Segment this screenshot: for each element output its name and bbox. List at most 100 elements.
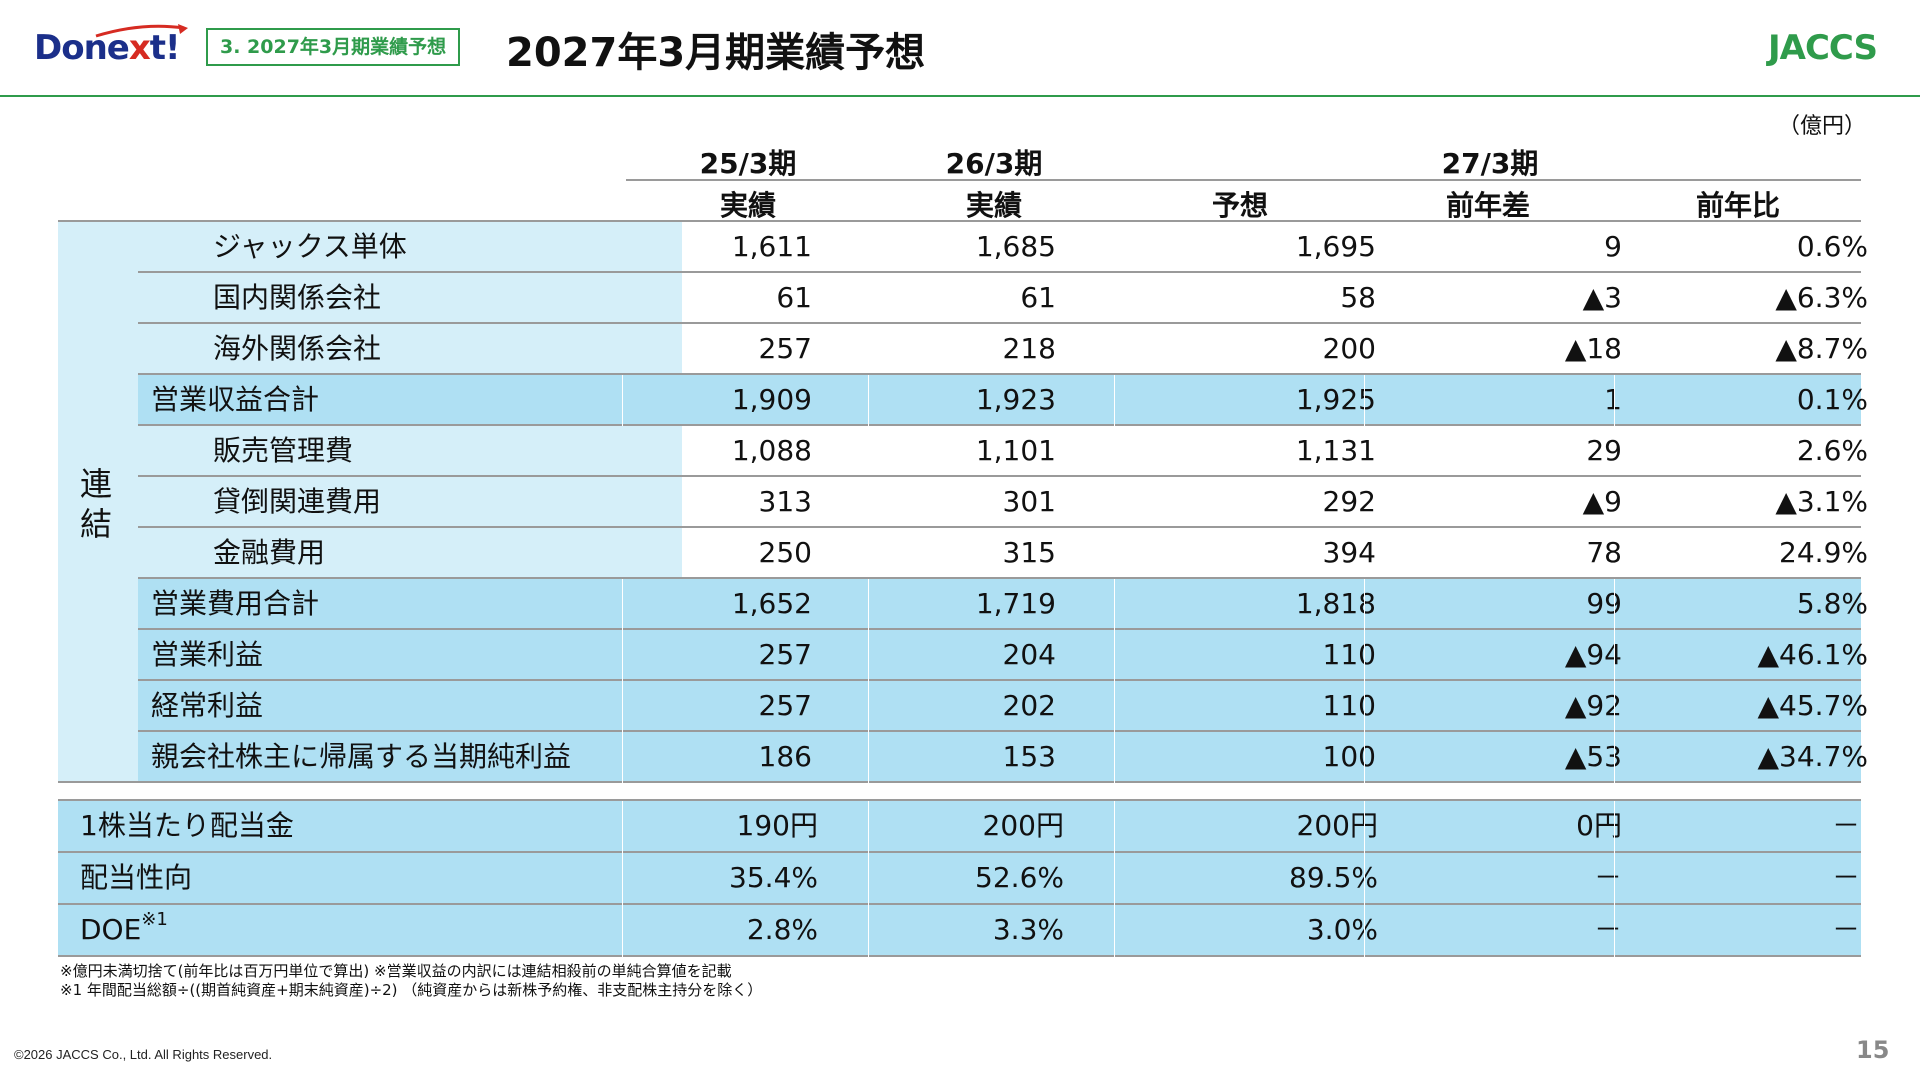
value-2603: 202 <box>1002 689 1056 722</box>
table-row: 金融費用 250 315 394 78 24.9% <box>58 528 1868 579</box>
row-label: ジャックス単体 <box>213 230 407 263</box>
value-2603: 52.6% <box>975 861 1064 894</box>
value-yoy-ratio: － <box>1831 913 1860 946</box>
logo-text: Donext! <box>34 28 181 68</box>
header-rule-bottom <box>58 220 1861 222</box>
value-2603: 315 <box>1002 536 1056 569</box>
table-row-subtotal: 営業費用合計 1,652 1,719 1,818 99 5.8% <box>58 579 1868 630</box>
value-yoy-ratio: － <box>1831 809 1860 842</box>
consolidated-label-char: 連 <box>79 465 112 503</box>
col-sub-actual-2603: 実績 <box>965 189 1022 222</box>
row-label: 親会社株主に帰属する当期純利益 <box>151 740 572 773</box>
value-yoy-ratio: ▲3.1% <box>1775 485 1868 518</box>
table-row: 1株当たり配当金 190円 200円 200円 0円 － <box>58 801 1861 853</box>
value-yoy-diff: ▲18 <box>1564 332 1622 365</box>
value-forecast: 3.0% <box>1306 913 1378 946</box>
value-yoy-diff: ▲92 <box>1564 689 1622 722</box>
value-yoy-ratio: 5.8% <box>1796 587 1868 620</box>
row-label: 海外関係会社 <box>213 332 382 365</box>
row-label: 貸倒関連費用 <box>213 485 382 518</box>
value-forecast: 58 <box>1340 281 1376 314</box>
value-yoy-ratio: － <box>1831 861 1860 894</box>
value-yoy-ratio: 0.6% <box>1796 230 1868 263</box>
value-2503: 1,088 <box>731 434 812 467</box>
value-2603: 301 <box>1002 485 1056 518</box>
table-row-subtotal: 経常利益 257 202 110 ▲92 ▲45.7% <box>58 681 1868 732</box>
footnote-2: ※1 年間配当総額÷((期首純資産+期末純資産)÷2) （純資産からは新株予約権… <box>60 981 763 999</box>
value-forecast: 394 <box>1322 536 1376 569</box>
consolidated-label-char: 結 <box>79 505 112 543</box>
value-forecast: 1,818 <box>1295 587 1376 620</box>
value-2603: 1,685 <box>975 230 1056 263</box>
table-row-subtotal: 営業利益 257 204 110 ▲94 ▲46.1% <box>58 630 1868 681</box>
value-2503: 35.4% <box>729 861 818 894</box>
value-yoy-ratio: ▲45.7% <box>1757 689 1868 722</box>
consolidated-label-cell: 連 結 <box>58 222 138 782</box>
value-yoy-diff: ▲94 <box>1564 638 1622 671</box>
value-2603: 218 <box>1002 332 1056 365</box>
value-2503: 186 <box>758 740 812 773</box>
value-2503: 61 <box>776 281 812 314</box>
value-yoy-diff: ▲9 <box>1582 485 1622 518</box>
table-row: 販売管理費 1,088 1,101 1,131 29 2.6% <box>58 426 1868 477</box>
header-divider <box>0 95 1920 97</box>
value-yoy-diff: 99 <box>1586 587 1622 620</box>
copyright: ©2026 JACCS Co., Ltd. All Rights Reserve… <box>14 1047 273 1062</box>
col-sub-forecast: 予想 <box>1211 189 1268 222</box>
col-group-2603: 26/3期 <box>945 147 1043 180</box>
table-row: ジャックス単体 1,611 1,685 1,695 9 0.6% <box>58 222 1868 273</box>
donext-logo: Donext! <box>34 24 194 74</box>
jaccs-logo: JACCS <box>1768 28 1878 68</box>
value-2503: 2.8% <box>746 913 818 946</box>
value-2503: 1,909 <box>731 383 812 416</box>
row-label: 1株当たり配当金 <box>80 809 294 842</box>
value-2503: 257 <box>758 689 812 722</box>
row-label: 経常利益 <box>151 689 264 722</box>
row-label: 営業費用合計 <box>151 587 320 620</box>
value-forecast: 110 <box>1322 638 1376 671</box>
value-yoy-ratio: ▲46.1% <box>1757 638 1868 671</box>
col-sub-actual-2503: 実績 <box>719 189 776 222</box>
col-group-2703: 27/3期 <box>1441 147 1539 180</box>
header-rule-top <box>626 179 1861 181</box>
table-row-subtotal: 親会社株主に帰属する当期純利益 186 153 100 ▲53 ▲34.7% <box>58 732 1868 783</box>
value-yoy-ratio: ▲8.7% <box>1775 332 1868 365</box>
value-forecast: 110 <box>1322 689 1376 722</box>
value-yoy-diff: 78 <box>1586 536 1622 569</box>
logo-arrow-icon <box>95 24 188 38</box>
footnote-1: ※億円未満切捨て(前年比は百万円単位で算出) ※営業収益の内訳には連結相殺前の単… <box>60 962 732 980</box>
value-forecast: 100 <box>1322 740 1376 773</box>
value-yoy-ratio: 0.1% <box>1796 383 1868 416</box>
value-2503: 1,652 <box>731 587 812 620</box>
doe-footnote-mark: ※1 <box>141 909 168 930</box>
value-yoy-ratio: ▲6.3% <box>1775 281 1868 314</box>
row-label: 配当性向 <box>80 861 193 894</box>
value-2503: 257 <box>758 332 812 365</box>
doe-label: DOE <box>80 913 142 946</box>
page-number: 15 <box>1856 1036 1890 1064</box>
value-forecast: 1,695 <box>1295 230 1376 263</box>
value-2603: 1,101 <box>975 434 1056 467</box>
row-label: 営業利益 <box>151 638 264 671</box>
col-sub-yoy-ratio: 前年比 <box>1695 189 1780 222</box>
value-yoy-diff: 9 <box>1604 230 1622 263</box>
value-forecast: 1,131 <box>1295 434 1376 467</box>
value-yoy-ratio: 24.9% <box>1779 536 1868 569</box>
value-2503: 1,611 <box>731 230 812 263</box>
table-row: 海外関係会社 257 218 200 ▲18 ▲8.7% <box>58 324 1868 375</box>
table-row: DOE※1 2.8% 3.3% 3.0% － － <box>58 905 1861 957</box>
value-yoy-diff: ▲3 <box>1582 281 1622 314</box>
value-yoy-diff: 29 <box>1586 434 1622 467</box>
value-2503: 190円 <box>736 809 818 842</box>
table-row: 国内関係会社 61 61 58 ▲3 ▲6.3% <box>58 273 1868 324</box>
value-2503: 257 <box>758 638 812 671</box>
unit-label: （億円） <box>1778 114 1867 139</box>
value-2603: 1,923 <box>975 383 1056 416</box>
value-2603: 1,719 <box>975 587 1056 620</box>
col-sub-yoy-diff: 前年差 <box>1445 189 1530 222</box>
row-label: 金融費用 <box>213 536 326 569</box>
row-label: 営業収益合計 <box>151 383 320 416</box>
value-2503: 250 <box>758 536 812 569</box>
section-tag: 3. 2027年3月期業績予想 <box>206 28 461 66</box>
value-yoy-diff: － <box>1593 861 1622 894</box>
